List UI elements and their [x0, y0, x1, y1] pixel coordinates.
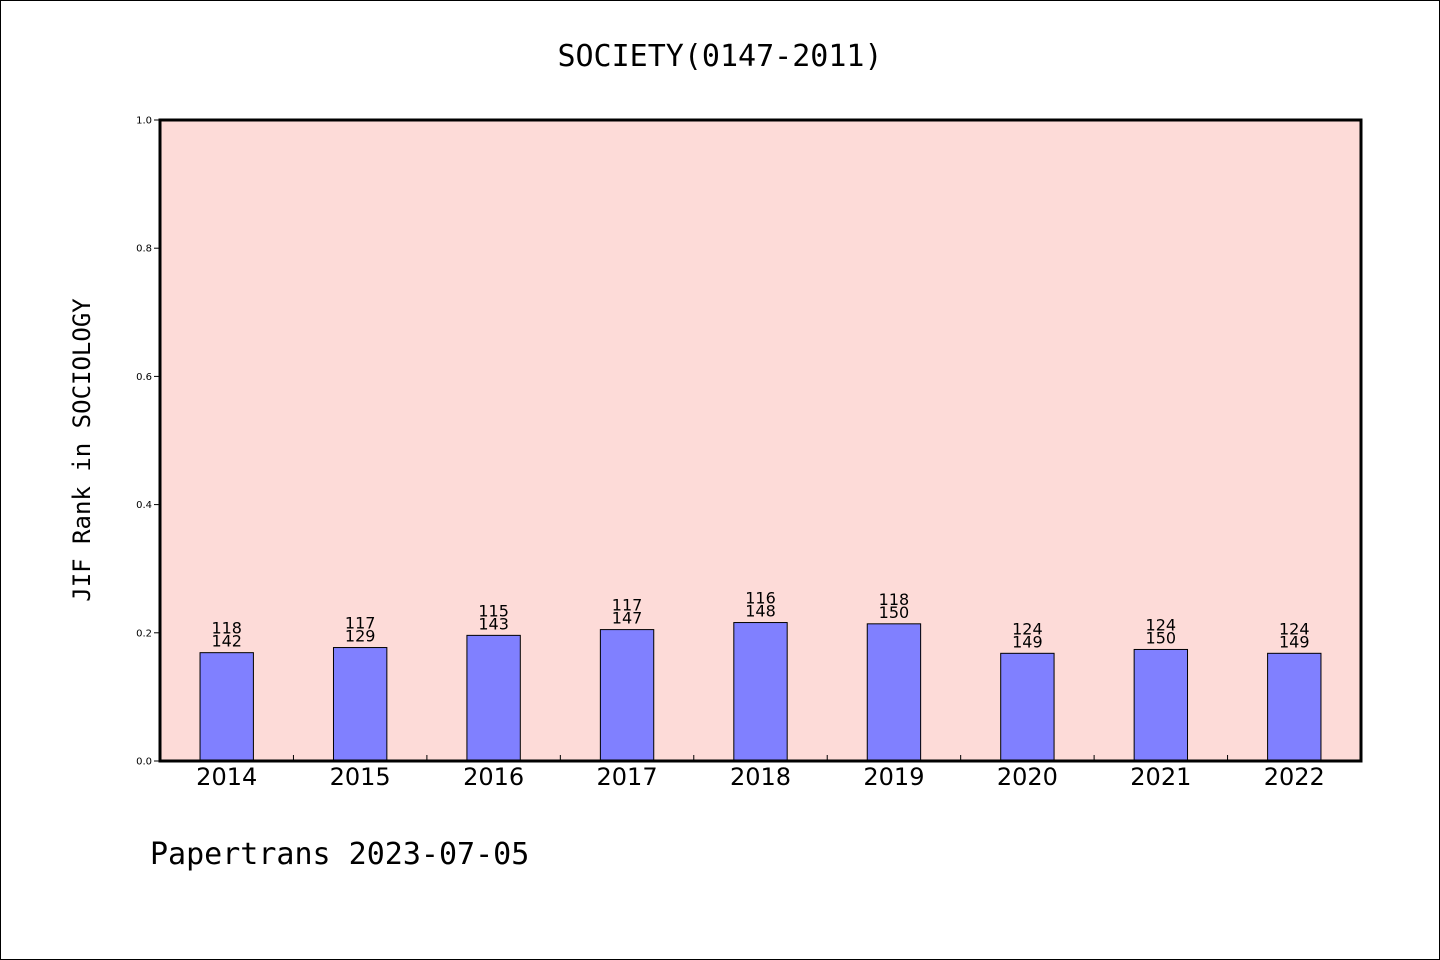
bar-rank-label-2019: 118	[879, 590, 910, 609]
bar-rank-label-2015: 117	[345, 614, 376, 633]
y-axis-label: JIF Rank in SOCIOLOGY	[68, 298, 96, 602]
y-tick-label: 0.0	[136, 757, 152, 768]
x-tick-label-2018: 2018	[730, 763, 791, 791]
footer-credit: Papertrans 2023-07-05	[150, 837, 529, 872]
y-axis: 0.0 0.2 0.4 0.6 0.8 1.0	[136, 116, 160, 768]
x-tick-label-2017: 2017	[597, 763, 658, 791]
bar-total-label-2020: 149	[1012, 632, 1043, 651]
y-tick-label: 1.0	[136, 116, 152, 127]
bar-total-label-2018: 148	[745, 602, 776, 621]
bar-total-label-2022: 149	[1279, 632, 1310, 651]
bar-total-label-2015: 129	[345, 627, 376, 646]
plot-border	[158, 118, 1363, 763]
bar-2015	[332, 647, 388, 762]
x-tick-label-2015: 2015	[330, 763, 391, 791]
bar-total-label-2021: 150	[1146, 628, 1177, 647]
y-tick-label: 0.2	[136, 628, 152, 639]
bar-2014	[199, 652, 254, 762]
bar-2018	[733, 622, 788, 762]
bar-total-label-2016: 143	[478, 614, 509, 633]
x-axis: 2014 2015 2016 2017 2018 2019 2020 2021 2022	[196, 755, 1325, 791]
bar-2021	[1133, 648, 1189, 762]
x-tick-label-2021: 2021	[1130, 763, 1191, 791]
y-tick-label: 0.8	[136, 244, 152, 255]
x-tick-label-2022: 2022	[1264, 763, 1325, 791]
bar-2016	[466, 634, 521, 762]
y-tick-label: 0.6	[136, 372, 152, 383]
bar-total-label-2019: 150	[879, 603, 910, 622]
bar-2017	[599, 629, 655, 762]
bar-rank-label-2020: 124	[1012, 619, 1043, 638]
bar-total-label-2017: 147	[612, 609, 643, 628]
bar-rank-label-2021: 124	[1146, 615, 1177, 634]
chart-title: SOCIETY(0147-2011)	[557, 39, 882, 74]
x-tick-label-2020: 2020	[997, 763, 1058, 791]
bar-2019	[866, 623, 922, 762]
bar-rank-label-2017: 117	[612, 596, 643, 615]
bar-2020	[1000, 652, 1055, 762]
bar-label-group: 1181421171291151431171471161481181501241…	[211, 589, 1309, 652]
bar-rank-label-2022: 124	[1279, 619, 1310, 638]
bar-total-label-2014: 142	[211, 632, 242, 651]
bar-group	[199, 622, 1322, 762]
bar-2022	[1267, 652, 1322, 762]
bar-rank-label-2018: 116	[745, 589, 776, 608]
x-tick-label-2019: 2019	[863, 763, 924, 791]
x-tick-label-2016: 2016	[463, 763, 524, 791]
x-tick-label-2014: 2014	[196, 763, 257, 791]
y-tick-label: 0.4	[136, 500, 152, 511]
bar-rank-label-2016: 115	[478, 601, 509, 620]
bar-rank-label-2014: 118	[211, 619, 242, 638]
